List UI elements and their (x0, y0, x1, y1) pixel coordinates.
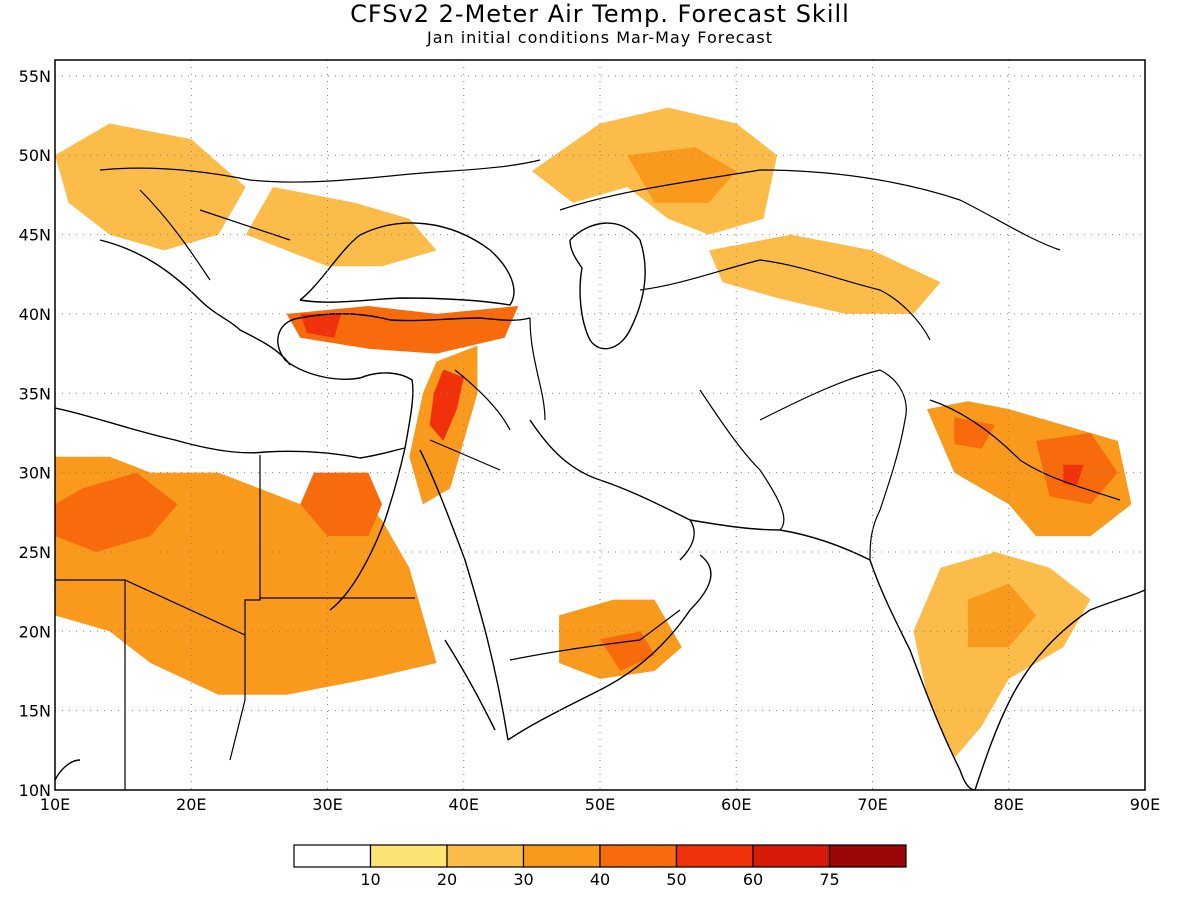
skill-region-2 (300, 472, 382, 537)
lat-tick-label: 30N (19, 464, 51, 483)
colorbar-label: 30 (513, 870, 533, 889)
border-balkans (139, 189, 291, 281)
skill-region-4 (429, 369, 464, 441)
skill-region-18 (55, 123, 246, 251)
coastline-levant-turkey (277, 313, 531, 449)
border-algeria-niger (55, 579, 126, 790)
skill-region-13 (967, 583, 1036, 648)
coastline-horn-africa (55, 639, 496, 781)
colorbar-label: 50 (666, 870, 686, 889)
coastline-adriatic-aegean (99, 239, 291, 366)
colorbar-swatch (828, 844, 907, 868)
colorbar-label: 10 (360, 870, 380, 889)
border-india-nepal-china (929, 399, 1121, 501)
colorbar-label: 20 (437, 870, 457, 889)
plot-frame (54, 59, 1146, 791)
coastline-iran-pakistan (689, 519, 871, 561)
map-title: CFSv2 2-Meter Air Temp. Forecast Skill (350, 0, 850, 28)
border-central-asia (639, 259, 931, 341)
skill-region-9 (627, 147, 737, 203)
lat-tick-label: 20N (19, 622, 51, 641)
lat-tick-label: 25N (19, 543, 51, 562)
coastline-caspian (569, 222, 646, 350)
lat-tick-label: 55N (19, 67, 51, 86)
lon-tick-label: 10E (40, 795, 70, 814)
colorbar-swatch (522, 844, 601, 868)
lon-tick-label: 80E (994, 795, 1024, 814)
lon-tick-label: 20E (176, 795, 206, 814)
lon-tick-label: 50E (585, 795, 615, 814)
skill-region-15 (954, 417, 996, 449)
skill-region-1 (55, 472, 178, 552)
coastline-persian-gulf (529, 419, 695, 561)
lat-tick-label: 35N (19, 384, 51, 403)
border-syria-iraq (429, 369, 511, 471)
border-india-pakistan (869, 419, 906, 561)
colorbar-swatch (446, 844, 525, 868)
coastline-india-west (869, 559, 976, 790)
skill-region-6 (300, 313, 342, 338)
colorbar-swatch (675, 844, 754, 868)
colorbar-legend: 10 20 30 40 50 60 75 (293, 844, 907, 889)
lon-tick-label: 90E (1130, 795, 1160, 814)
border-afghanistan-pakistan (759, 369, 907, 421)
skill-region-11 (600, 631, 655, 671)
lat-tick-label: 40N (19, 305, 51, 324)
colorbar-swatch (293, 844, 372, 868)
border-chad (124, 579, 246, 761)
map-subtitle: Jan initial conditions Mar-May Forecast (426, 28, 774, 47)
lat-tick-label: 15N (19, 702, 51, 721)
lon-tick-label: 40E (449, 795, 479, 814)
colorbar-swatch (752, 844, 831, 868)
colorbar-swatch (369, 844, 448, 868)
skill-region-12 (913, 552, 1091, 759)
lon-tick-label: 60E (721, 795, 751, 814)
border-iran-afghanistan (699, 389, 785, 531)
lat-tick-label: 50N (19, 146, 51, 165)
lat-tick-label: 45N (19, 226, 51, 245)
border-kazakhstan (559, 169, 1061, 251)
lat-tick-label: 10N (19, 781, 51, 800)
coastline-black-sea (299, 222, 515, 306)
border-saudi-yemen (509, 609, 681, 661)
lon-tick-label: 70E (857, 795, 887, 814)
skill-region-17 (1063, 464, 1084, 486)
skill-region-7 (245, 187, 437, 267)
colorbar-swatch (599, 844, 678, 868)
border-europe (99, 159, 541, 183)
border-iraq-iran (529, 317, 546, 421)
coastline-arabia-south (507, 554, 712, 741)
colorbar-label: 75 (819, 870, 839, 889)
coastline-north-africa (55, 407, 406, 459)
coastline-red-sea (329, 447, 509, 741)
border-libya-egypt (244, 455, 261, 635)
colorbar-label: 40 (590, 870, 610, 889)
coastline-india-east (974, 589, 1145, 790)
colorbar-label: 60 (743, 870, 763, 889)
lon-tick-label: 30E (312, 795, 342, 814)
